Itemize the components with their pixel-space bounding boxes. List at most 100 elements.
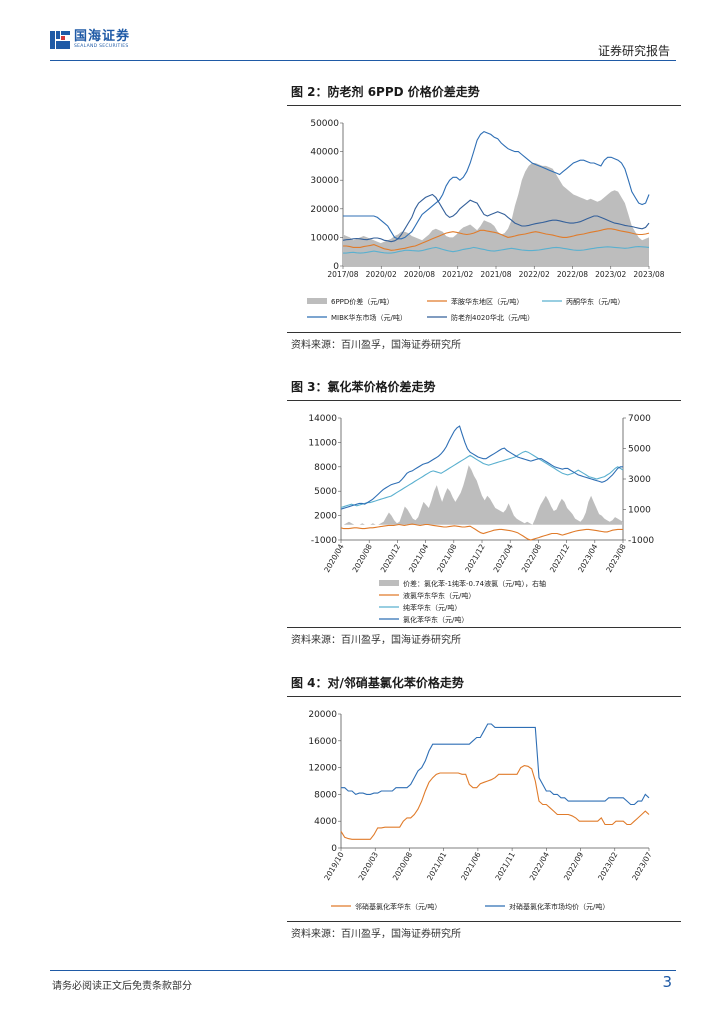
x-tick-label: 2022/12 bbox=[548, 542, 571, 574]
x-tick-label: 2020/08 bbox=[404, 270, 435, 279]
legend-label: 丙酮华东（元/吨） bbox=[566, 297, 624, 306]
series-line-2 bbox=[340, 450, 624, 509]
y2-tick-label: -1000 bbox=[628, 536, 654, 546]
legend-label: 6PPD价差（元/吨） bbox=[331, 297, 394, 306]
series-line-1 bbox=[341, 723, 650, 806]
x-tick-label: 2021/11 bbox=[493, 850, 516, 882]
x-tick-label: 2022/04 bbox=[528, 850, 551, 882]
series-line-2 bbox=[343, 246, 650, 254]
x-tick-label: 2021/06 bbox=[459, 850, 482, 882]
legend-label: 邻硝基氯化苯华东（元/吨） bbox=[355, 902, 441, 911]
figure-3-title: 图 3：氯化苯价格价差走势 bbox=[287, 374, 681, 401]
page-header: 国海证券 SEALAND SECURITIES 证券研究报告 bbox=[0, 0, 724, 62]
series-line-3 bbox=[343, 130, 650, 240]
logo-name-cn: 国海证券 bbox=[74, 29, 131, 44]
series-area-0 bbox=[341, 465, 623, 525]
series-area-0 bbox=[343, 163, 649, 266]
legend-label: 防老剂4020华北（元/吨） bbox=[451, 313, 534, 322]
disclaimer-text: 请务必阅读正文后免责条款部分 bbox=[52, 981, 192, 992]
y2-tick-label: 3000 bbox=[628, 475, 651, 485]
x-tick-label: 2022/02 bbox=[519, 270, 550, 279]
figure-3: 图 3：氯化苯价格价差走势 14000 11000 8000 5000 2000 -100… bbox=[287, 374, 681, 646]
figure-2-chart: 50000 40000 30000 20000 10000 0 2017/08 2020/02… bbox=[287, 106, 681, 332]
y-tick-label: 5000 bbox=[314, 487, 337, 497]
y-tick-label: 2000 bbox=[314, 512, 337, 522]
x-tick-label: 2023/04 bbox=[576, 542, 599, 574]
sealand-logo: 国海证券 SEALAND SECURITIES bbox=[50, 30, 130, 50]
figure-2-title: 图 2：防老剂 6PPD 价格价差走势 bbox=[287, 79, 681, 106]
x-tick-label: 2021/12 bbox=[463, 542, 486, 574]
figure-2-source: 资料来源：百川盈孚，国海证券研究所 bbox=[287, 332, 681, 351]
figure-4: 图 4：对/邻硝基氯化苯价格走势 20000 16000 12000 8000 4000… bbox=[287, 670, 681, 940]
y-tick-label: 0 bbox=[333, 262, 339, 272]
x-tick-label: 2021/08 bbox=[435, 542, 458, 574]
x-tick-label: 2023/02 bbox=[595, 270, 626, 279]
x-tick-label: 2020/08 bbox=[351, 542, 374, 574]
y-tick-label: 12000 bbox=[308, 764, 337, 774]
y2-tick-label: 1000 bbox=[628, 506, 651, 516]
y-tick-label: 8000 bbox=[314, 463, 337, 473]
x-tick-label: 2022/09 bbox=[562, 850, 585, 882]
legend-label: 纯苯华东（元/吨） bbox=[403, 603, 461, 612]
x-tick-label: 2022/04 bbox=[492, 542, 515, 574]
y-tick-label: 8000 bbox=[314, 790, 337, 800]
y-tick-label: 20000 bbox=[310, 205, 339, 215]
y-tick-label: 14000 bbox=[308, 414, 337, 424]
sealand-logo-icon bbox=[50, 31, 70, 49]
x-tick-label: 2020/04 bbox=[322, 542, 345, 574]
y2-tick-label: 5000 bbox=[628, 445, 651, 455]
legend-swatch bbox=[379, 580, 399, 586]
legend-label: 价差：氯化苯-1纯苯-0.74液氯（元/吨），右轴 bbox=[403, 579, 546, 588]
figure-3-chart: 14000 11000 8000 5000 2000 -1000 7000 5000 3000 1… bbox=[287, 401, 681, 627]
y-tick-label: 20000 bbox=[308, 710, 337, 720]
y-tick-label: 10000 bbox=[310, 233, 339, 243]
series-line-0 bbox=[340, 765, 650, 840]
x-tick-label: 2022/08 bbox=[557, 270, 588, 279]
y-tick-label: 0 bbox=[331, 844, 337, 854]
figure-2: 图 2：防老剂 6PPD 价格价差走势 50000 40000 30000 20000… bbox=[287, 79, 681, 351]
figure-4-chart: 20000 16000 12000 8000 4000 0 2019/10 2020/03 20… bbox=[287, 697, 681, 921]
y-tick-label: 11000 bbox=[308, 438, 337, 448]
page-number: 3 bbox=[662, 973, 672, 991]
logo-name-en: SEALAND SECURITIES bbox=[74, 44, 129, 49]
x-tick-label: 2023/07 bbox=[630, 850, 653, 882]
legend-label: 苯胺华东地区（元/吨） bbox=[451, 297, 523, 306]
y-tick-label: 40000 bbox=[310, 148, 339, 158]
x-tick-label: 2020/03 bbox=[357, 850, 380, 882]
legend-label: 氯化苯华东（元/吨） bbox=[403, 615, 468, 624]
x-tick-label: 2020/02 bbox=[366, 270, 397, 279]
chart-chlorobenzene-spread: 14000 11000 8000 5000 2000 -1000 7000 5000 3000 1… bbox=[308, 414, 654, 624]
figure-4-title: 图 4：对/邻硝基氯化苯价格走势 bbox=[287, 670, 681, 697]
x-tick-label: 2021/02 bbox=[442, 270, 473, 279]
legend-swatch bbox=[307, 298, 327, 304]
y-tick-label: 16000 bbox=[308, 737, 337, 747]
y-tick-label: 4000 bbox=[314, 817, 337, 827]
figure-4-source: 资料来源：百川盈孚，国海证券研究所 bbox=[287, 921, 681, 940]
series-line-4 bbox=[342, 193, 650, 243]
x-tick-label: 2020/12 bbox=[379, 542, 402, 574]
y-tick-label: 30000 bbox=[310, 176, 339, 186]
legend-label: 液氯华东华东（元/吨） bbox=[403, 591, 475, 600]
series-line-1 bbox=[343, 228, 650, 251]
x-tick-label: 2020/08 bbox=[391, 850, 414, 882]
report-type-label: 证券研究报告 bbox=[597, 44, 670, 58]
legend-label: MIBK华东市场（元/吨） bbox=[331, 313, 407, 322]
x-tick-label: 2023/08 bbox=[633, 270, 664, 279]
x-tick-label: 2019/10 bbox=[322, 850, 345, 882]
footer-divider bbox=[50, 970, 676, 971]
header-divider bbox=[50, 60, 676, 61]
y-tick-label: -1000 bbox=[311, 536, 337, 546]
y2-tick-label: 7000 bbox=[628, 414, 651, 424]
x-tick-label: 2022/08 bbox=[520, 542, 543, 574]
x-tick-label: 2021/01 bbox=[425, 850, 448, 882]
x-tick-label: 2017/08 bbox=[327, 270, 358, 279]
x-tick-label: 2021/08 bbox=[480, 270, 511, 279]
series-line-1 bbox=[340, 523, 623, 541]
y-tick-label: 50000 bbox=[310, 119, 339, 129]
x-tick-label: 2023/02 bbox=[596, 850, 619, 882]
legend-label: 对硝基氯化苯市场均价（元/吨） bbox=[509, 902, 609, 911]
x-tick-label: 2023/08 bbox=[604, 542, 627, 574]
figure-3-source: 资料来源：百川盈孚，国海证券研究所 bbox=[287, 627, 681, 646]
